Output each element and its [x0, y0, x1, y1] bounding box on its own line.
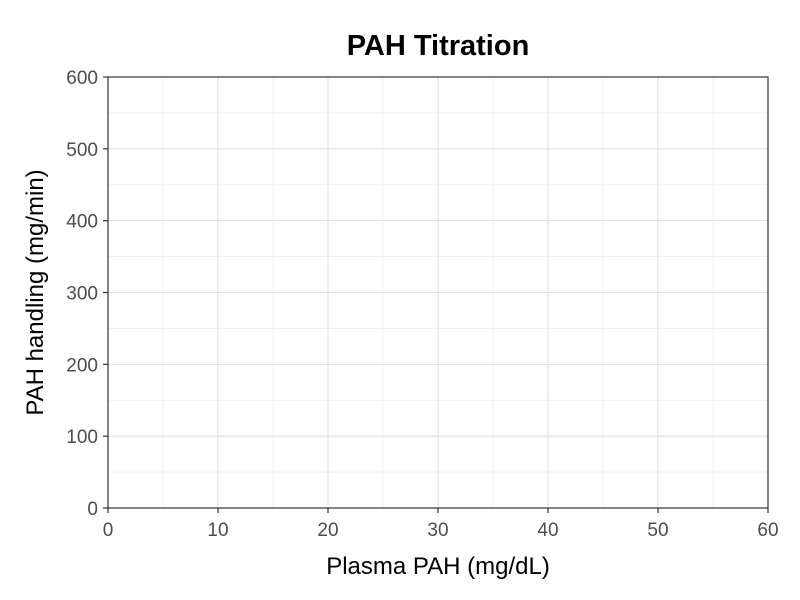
x-tick-label: 30 — [427, 520, 448, 541]
x-axis-title: Plasma PAH (mg/dL) — [326, 553, 550, 580]
y-tick-label: 0 — [87, 499, 98, 520]
y-tick-label: 100 — [66, 427, 98, 448]
y-tick-label: 200 — [66, 355, 98, 376]
y-tick-label: 400 — [66, 212, 98, 233]
x-tick-label: 10 — [207, 520, 228, 541]
x-tick-label: 60 — [757, 520, 778, 541]
x-tick-label: 20 — [317, 520, 338, 541]
y-tick-label: 500 — [66, 140, 98, 161]
x-tick-label: 0 — [103, 520, 114, 541]
grid — [107, 76, 769, 509]
x-tick-label: 40 — [537, 520, 558, 541]
y-tick-label: 300 — [66, 284, 98, 305]
y-axis-title: PAH handling (mg/min) — [22, 169, 49, 415]
chart-title: PAH Titration — [347, 30, 530, 62]
y-tick-label: 600 — [66, 68, 98, 89]
x-tick-label: 50 — [647, 520, 668, 541]
